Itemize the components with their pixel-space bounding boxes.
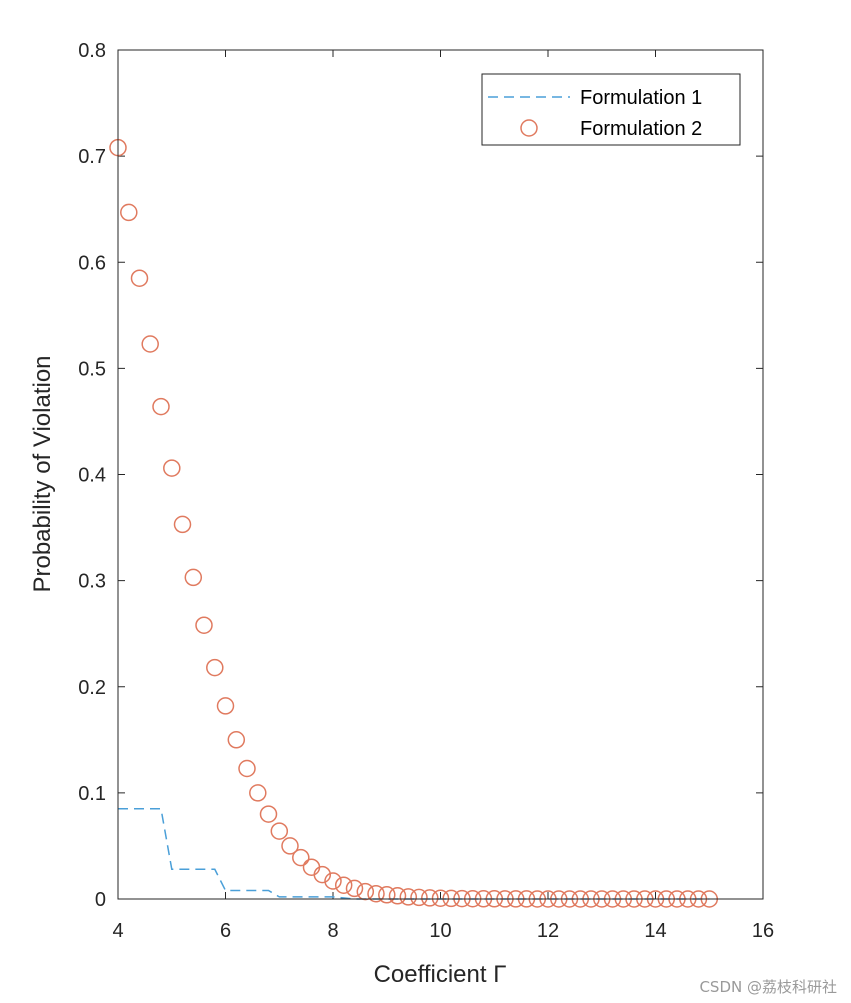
formulation-2-point [292,848,310,867]
y-tick-label: 0.7 [78,146,106,168]
formulation-2-point [367,884,385,903]
formulation-2-point [270,822,289,840]
formulation-2-point [238,759,256,778]
formulation-2-point [431,889,450,907]
formulation-2-point [259,805,278,823]
formulation-1-line [118,808,710,900]
axes-box [117,49,764,900]
y-tick-label: 0.2 [78,677,106,699]
x-tick-label: 14 [644,920,666,942]
formulation-2-point [442,889,460,908]
formulation-2-point [378,886,396,904]
x-tick-label: 10 [429,920,451,942]
y-axis-label: Probability of Violation [29,355,56,592]
formulation-2-point [399,888,418,906]
formulation-2-point [163,459,181,477]
x-axis-label: Coefficient Γ [374,961,507,988]
x-tick-label: 16 [752,920,774,942]
formulation-2-point [410,888,428,907]
y-tick-label: 0.1 [78,783,106,805]
series-formulation-1 [118,808,710,900]
formulation-2-point [206,658,224,677]
formulation-2-point [334,876,353,894]
x-tick-label: 8 [327,920,338,942]
legend-swatch-formulation-2 [520,119,538,137]
formulation-2-point [141,335,159,353]
formulation-2-point [281,837,299,855]
formulation-2-point [313,865,332,884]
watermark: CSDN @荔枝科研社 [699,978,837,996]
formulation-2-point [184,568,203,587]
formulation-2-point [130,269,149,287]
formulation-2-point [216,697,235,715]
formulation-2-point [421,889,439,907]
legend-label-formulation-1: Formulation 1 [580,87,702,109]
y-tick-label: 0.8 [78,40,106,62]
formulation-2-point [249,784,267,802]
x-tick-label: 4 [112,920,123,942]
formulation-2-point [356,882,375,901]
x-axis: 4 6 8 10 12 14 16 [112,50,774,942]
formulation-2-point [345,879,364,898]
y-tick-label: 0.6 [78,252,106,274]
y-axis: 0 0.1 0.2 0.3 0.4 0.5 0.6 0.7 0.8 [78,40,763,911]
formulation-2-point [152,397,170,416]
y-tick-label: 0.5 [78,358,106,380]
formulation-2-point [195,616,213,634]
legend-box [481,73,741,146]
x-tick-label: 12 [537,920,559,942]
formulation-2-point [324,872,342,890]
y-tick-label: 0 [95,889,106,911]
formulation-2-point [388,887,407,905]
series-formulation-2 [109,138,719,908]
x-tick-label: 6 [220,920,231,942]
formulation-2-point [227,731,246,749]
legend-label-formulation-2: Formulation 2 [580,118,702,140]
formulation-2-point [173,515,192,534]
y-tick-label: 0.4 [78,465,106,487]
formulation-2-point [120,203,138,222]
y-tick-label: 0.3 [78,571,106,593]
formulation-2-point [302,858,321,876]
legend: Formulation 1 Formulation 2 [481,73,741,146]
